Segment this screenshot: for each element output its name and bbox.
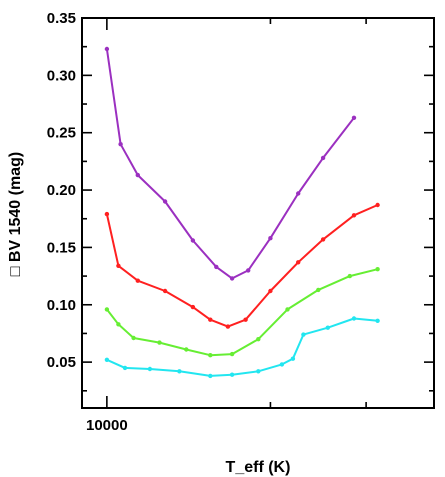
series-line [105,268,379,357]
plot-area-border [81,17,435,409]
data-point [135,172,140,178]
y-tick-label: 0.20 [47,182,76,199]
data-point [104,211,110,217]
x-axis-label: T_eff (K) [226,459,291,476]
data-point [135,278,140,283]
y-tick-label: 0.25 [47,125,76,142]
y-tick-label: 0.10 [47,297,76,314]
data-point [301,332,306,337]
data-point [256,337,261,342]
data-point [184,347,189,352]
data-point [296,191,301,196]
series-2 [104,202,380,329]
data-point [225,324,231,329]
data-point [325,325,330,330]
data-point [375,318,380,323]
data-point [285,307,290,312]
data-point [320,237,326,242]
series-line [105,48,355,280]
data-point [116,263,121,268]
data-point [104,357,110,362]
data-point [243,317,248,322]
data-point [208,317,213,322]
x-axis-ticks: 10000 [86,18,367,434]
data-point [131,335,136,341]
data-point [268,236,273,241]
data-point [351,213,357,218]
data-point [162,288,168,294]
data-point [177,369,182,374]
data-point [118,142,123,147]
data-point [351,115,357,121]
data-point [268,288,273,294]
y-tick-label: 0.05 [47,354,76,371]
data-point [375,267,380,272]
data-point [256,369,261,374]
data-point [229,276,235,281]
data-point [104,46,110,52]
series-4 [104,316,380,379]
data-point [290,356,296,361]
y-tick-label: 0.35 [47,10,76,27]
data-point [279,362,285,367]
y-tick-label: 0.15 [47,239,76,256]
data-point [347,273,352,279]
data-point [190,304,196,310]
data-point [375,202,380,208]
data-point [157,340,162,345]
x-tick-label: 10000 [86,417,128,434]
y-axis-ticks: 0.05 0.10 0.15 0.20 0.25 0.30 0.35 [47,10,434,392]
data-point [116,322,121,327]
series-1 [104,46,357,281]
data-point [316,287,321,293]
data-point [147,366,153,372]
data-point [296,260,301,265]
data-point [162,199,168,204]
data-point [229,351,235,357]
data-point [208,353,213,358]
data-point [190,238,196,243]
y-tick-label: 0.30 [47,67,76,84]
data-point [229,372,235,377]
series-3 [104,267,380,358]
data-point [351,316,357,321]
data-point [122,365,128,371]
data-point [214,264,219,270]
series-line [105,204,379,328]
data-point [208,373,213,379]
data-point [320,155,326,161]
data-point [246,268,251,273]
y-axis-label: □ BV 1540 (mag) [7,152,24,276]
data-point [104,307,110,312]
plot-frame [81,17,435,409]
series-group [104,46,380,379]
